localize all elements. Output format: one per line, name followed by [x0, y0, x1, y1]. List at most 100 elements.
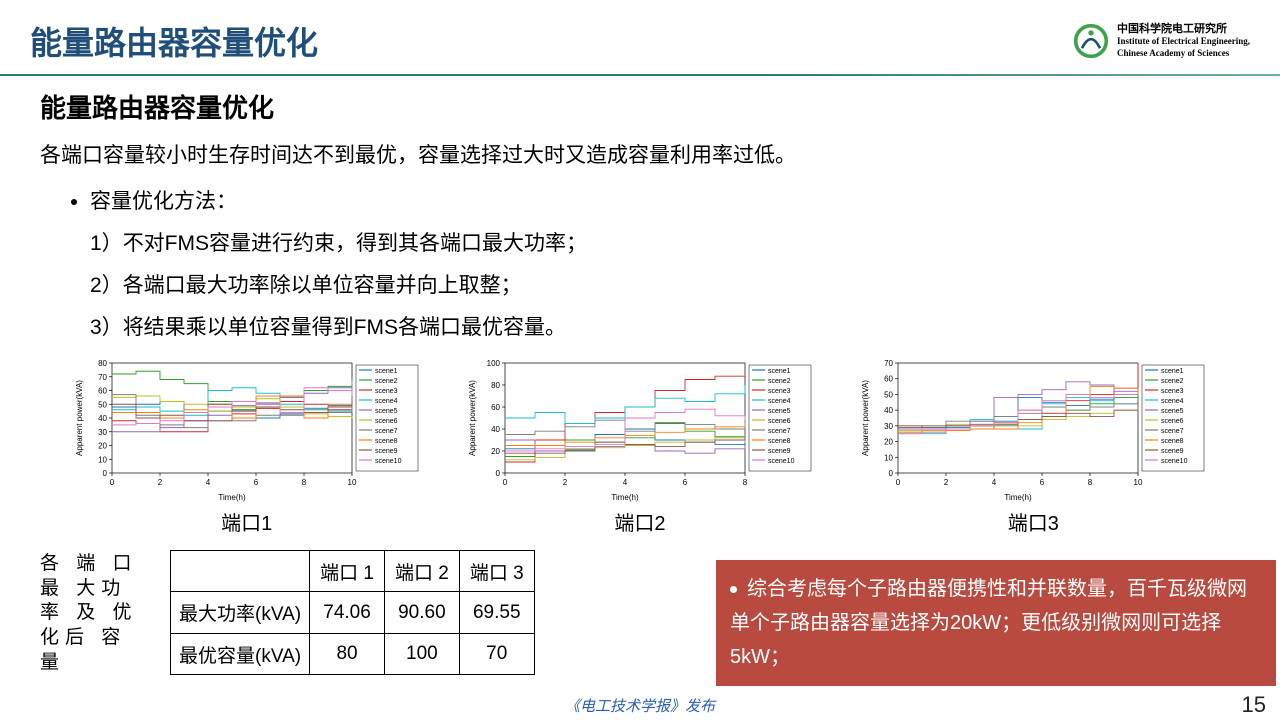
svg-text:8: 8 [301, 478, 306, 487]
svg-text:2: 2 [157, 478, 162, 487]
step-2: 各端口最大功率除以单位容量并向上取整； [90, 269, 1240, 299]
svg-text:scene6: scene6 [375, 418, 398, 425]
divider [0, 74, 1280, 76]
svg-text:Apparent power(kVA): Apparent power(kVA) [468, 380, 477, 456]
svg-text:20: 20 [98, 442, 107, 451]
svg-text:8: 8 [1088, 478, 1093, 487]
svg-text:10: 10 [884, 453, 893, 462]
svg-text:2: 2 [944, 478, 949, 487]
callout-text: 综合考虑每个子路由器便携性和并联数量，百千瓦级微网单个子路由器容量选择为20kW… [730, 578, 1247, 668]
svg-text:scene9: scene9 [768, 448, 791, 455]
section-subtitle: 能量路由器容量优化 [40, 88, 1240, 125]
org-name-en2: Chinese Academy of Sciences [1117, 48, 1250, 60]
table-block: 各 端 口 最 大功 率 及 优 化后 容 量 端口 1端口 2端口 3最大功率… [40, 550, 535, 675]
page-number: 15 [1242, 692, 1266, 718]
svg-text:50: 50 [884, 390, 893, 399]
step-1: 不对FMS容量进行约束，得到其各端口最大功率； [90, 227, 1240, 257]
svg-text:scene4: scene4 [1161, 398, 1184, 405]
svg-text:80: 80 [491, 381, 500, 390]
svg-text:10: 10 [347, 478, 356, 487]
svg-text:scene7: scene7 [1161, 428, 1184, 435]
svg-text:scene10: scene10 [768, 458, 795, 465]
svg-text:scene6: scene6 [768, 418, 791, 425]
svg-text:scene1: scene1 [1161, 368, 1184, 375]
charts-row: 024681001020304050607080Time(h)Apparent … [40, 353, 1240, 536]
svg-text:scene5: scene5 [1161, 408, 1184, 415]
svg-text:Time(h): Time(h) [1005, 493, 1033, 502]
svg-text:30: 30 [98, 428, 107, 437]
svg-text:8: 8 [743, 478, 748, 487]
svg-text:10: 10 [98, 455, 107, 464]
chart-2: 02468020406080100Time(h)Apparent power(k… [465, 353, 815, 503]
svg-text:Time(h): Time(h) [611, 493, 639, 502]
svg-text:4: 4 [623, 478, 628, 487]
svg-text:scene9: scene9 [375, 448, 398, 455]
svg-text:scene2: scene2 [375, 378, 398, 385]
org-name-cn: 中国科学院电工研究所 [1117, 22, 1250, 36]
svg-text:scene6: scene6 [1161, 418, 1184, 425]
data-table: 端口 1端口 2端口 3最大功率(kVA)74.0690.6069.55最优容量… [170, 550, 535, 675]
svg-text:70: 70 [98, 373, 107, 382]
svg-text:60: 60 [98, 387, 107, 396]
svg-text:Apparent power(kVA): Apparent power(kVA) [75, 380, 84, 456]
svg-text:scene8: scene8 [375, 438, 398, 445]
method-label: 容量优化方法： [90, 185, 1240, 215]
svg-text:scene3: scene3 [375, 388, 398, 395]
svg-text:Time(h): Time(h) [218, 493, 246, 502]
svg-text:6: 6 [253, 478, 258, 487]
org-logo: 中国科学院电工研究所 Institute of Electrical Engin… [1073, 22, 1250, 60]
svg-text:20: 20 [884, 438, 893, 447]
svg-text:scene1: scene1 [375, 368, 398, 375]
method-steps: 不对FMS容量进行约束，得到其各端口最大功率； 各端口最大功率除以单位容量并向上取… [40, 227, 1240, 341]
svg-text:6: 6 [683, 478, 688, 487]
lead-text: 各端口容量较小时生存时间达不到最优，容量选择过大时又造成容量利用率过低。 [40, 139, 1240, 169]
callout-box: 综合考虑每个子路由器便携性和并联数量，百千瓦级微网单个子路由器容量选择为20kW… [716, 560, 1276, 686]
svg-text:scene10: scene10 [1161, 458, 1188, 465]
svg-text:40: 40 [491, 425, 500, 434]
svg-text:60: 60 [491, 403, 500, 412]
svg-text:scene8: scene8 [768, 438, 791, 445]
svg-text:30: 30 [884, 422, 893, 431]
svg-text:scene4: scene4 [375, 398, 398, 405]
svg-text:0: 0 [109, 478, 114, 487]
svg-text:scene10: scene10 [375, 458, 402, 465]
chart-3: 0 2 4 6 8 10 0 10 20 30 40 50 60 70 Time(h) Apparent po… [858, 353, 1208, 503]
svg-text:4: 4 [992, 478, 997, 487]
svg-text:scene9: scene9 [1161, 448, 1184, 455]
svg-text:80: 80 [98, 359, 107, 368]
svg-text:0: 0 [102, 469, 107, 478]
logo-icon [1073, 23, 1109, 59]
chart-1: 0 2 4 6 8 10 0 10 20 30 40 50 60 70 80 Time(h) Apparent … [72, 353, 422, 503]
svg-text:scene2: scene2 [1161, 378, 1184, 385]
step-3: 将结果乘以单位容量得到FMS各端口最优容量。 [90, 311, 1240, 341]
svg-text:60: 60 [884, 375, 893, 384]
svg-text:scene5: scene5 [768, 408, 791, 415]
svg-text:Apparent power(kVA): Apparent power(kVA) [861, 380, 870, 456]
bullet-dot-icon [730, 586, 737, 593]
svg-text:20: 20 [491, 447, 500, 456]
svg-text:100: 100 [487, 359, 501, 368]
svg-text:0: 0 [496, 469, 501, 478]
chart-caption-3: 端口3 [858, 507, 1208, 536]
svg-text:scene5: scene5 [375, 408, 398, 415]
svg-text:scene3: scene3 [1161, 388, 1184, 395]
svg-text:4: 4 [205, 478, 210, 487]
svg-text:50: 50 [98, 400, 107, 409]
svg-text:40: 40 [884, 406, 893, 415]
svg-text:10: 10 [1134, 478, 1143, 487]
svg-text:70: 70 [884, 359, 893, 368]
svg-text:2: 2 [563, 478, 568, 487]
page-title: 能量路由器容量优化 [30, 18, 318, 64]
svg-text:scene7: scene7 [375, 428, 398, 435]
svg-text:0: 0 [889, 469, 894, 478]
svg-text:40: 40 [98, 414, 107, 423]
svg-text:scene8: scene8 [1161, 438, 1184, 445]
svg-text:6: 6 [1040, 478, 1045, 487]
svg-text:0: 0 [896, 478, 901, 487]
svg-text:scene7: scene7 [768, 428, 791, 435]
footer-text: 《电工技术学报》发布 [0, 695, 1280, 716]
org-name-en1: Institute of Electrical Engineering, [1117, 36, 1250, 48]
svg-text:scene1: scene1 [768, 368, 791, 375]
chart-caption-2: 端口2 [465, 507, 815, 536]
svg-text:scene2: scene2 [768, 378, 791, 385]
